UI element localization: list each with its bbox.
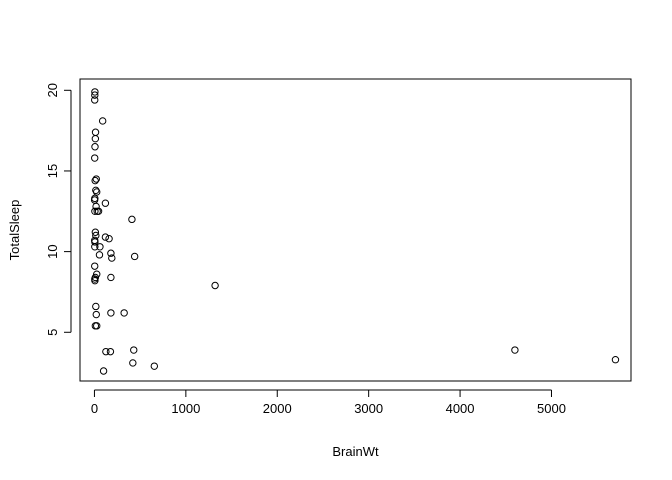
x-tick-label: 2000 (263, 401, 292, 416)
data-point (92, 310, 100, 319)
data-point (93, 188, 101, 196)
data-point (91, 96, 99, 104)
data-point (120, 309, 128, 317)
data-point (91, 238, 99, 246)
data-point (91, 228, 100, 236)
x-tick-label: 1000 (171, 401, 200, 416)
data-point (93, 322, 101, 330)
data-point (91, 134, 100, 143)
data-point (91, 262, 99, 270)
data-point (91, 128, 100, 136)
x-axis: 0 1000 2000 3000 4000 5000 (91, 389, 566, 416)
data-point (101, 199, 110, 207)
data-point (92, 175, 100, 183)
y-axis-label: TotalSleep (7, 200, 22, 261)
x-tick-label: 0 (91, 401, 98, 416)
x-tick-label: 3000 (354, 401, 383, 416)
data-point (150, 362, 159, 370)
data-point (108, 254, 116, 262)
plot-box (79, 78, 632, 382)
data-point (129, 359, 137, 367)
data-point (95, 251, 104, 259)
data-point (99, 367, 108, 375)
data-point (96, 243, 104, 251)
data-point (91, 154, 99, 162)
y-axis: 5 10 15 20 (45, 83, 72, 336)
data-point (98, 117, 107, 125)
data-point (91, 143, 99, 151)
y-tick-label: 20 (45, 83, 60, 97)
data-point (107, 249, 115, 257)
data-point (91, 276, 99, 285)
data-point (92, 302, 100, 311)
data-point (101, 233, 110, 241)
data-point (102, 347, 110, 356)
data-point (94, 207, 103, 215)
x-axis-label: BrainWt (332, 444, 379, 459)
data-point (93, 270, 101, 278)
data-point (105, 235, 113, 243)
data-point (130, 346, 138, 354)
x-tick-label: 4000 (446, 401, 475, 416)
data-point (92, 186, 100, 195)
y-tick-label: 10 (45, 244, 60, 258)
data-point (130, 252, 139, 261)
data-point (91, 91, 99, 99)
y-tick-label: 15 (45, 164, 60, 178)
data-point (106, 347, 115, 356)
data-point (91, 207, 99, 215)
y-tick-label: 5 (45, 329, 60, 336)
data-point (511, 346, 519, 354)
data-point (211, 281, 219, 290)
data-point (91, 88, 99, 96)
data-point (91, 176, 99, 185)
points-layer (90, 88, 620, 375)
data-point (107, 273, 115, 282)
data-point (128, 215, 136, 224)
data-point (91, 243, 99, 251)
x-tick-label: 5000 (537, 401, 566, 416)
data-point (107, 309, 115, 317)
data-point (611, 356, 620, 364)
